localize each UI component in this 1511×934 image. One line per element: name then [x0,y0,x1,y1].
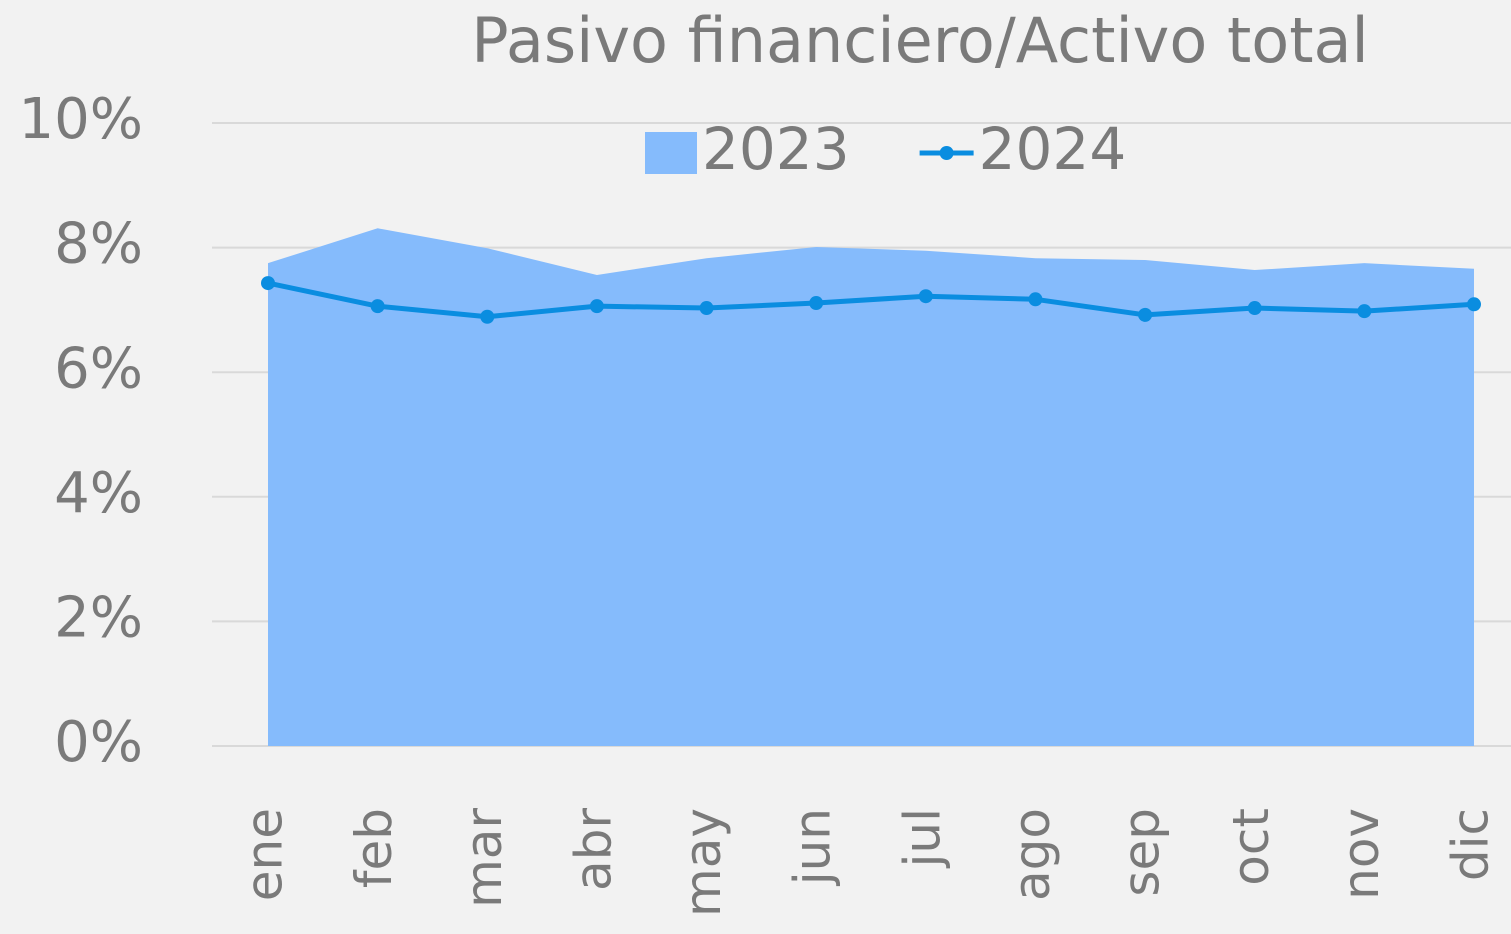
point [1138,307,1153,322]
x-tick-label: sep [1113,808,1171,897]
point [1467,297,1481,312]
point [480,309,495,324]
x-tick-label: feb [345,808,403,888]
chart-title: Pasivo financiero/Activo total [471,4,1369,77]
point [809,296,824,311]
y-tick-label: 6% [54,336,143,401]
point [589,299,604,314]
point [1028,292,1043,307]
x-tick-label: nov [1332,808,1390,900]
x-tick-label: abr [564,808,622,891]
legend-label: 2023 [702,115,850,183]
point [261,276,275,291]
x-tick-label: ago [1003,808,1061,901]
legend-label: 2024 [979,115,1127,183]
point [918,289,933,304]
line [267,280,1475,320]
area [268,228,1474,747]
x-tick-label: jul [893,808,951,868]
point [699,301,714,316]
point [1247,301,1262,316]
legend-marker [939,146,954,160]
y-tick-label: 0% [54,710,143,775]
y-tick-label: 10% [19,87,143,152]
y-tick-label: 8% [54,212,143,277]
x-tick-label: mar [455,808,513,908]
x-tick-label: jun [784,808,842,886]
y-tick-label: 2% [54,586,143,651]
x-tick-label: dic [1442,808,1500,881]
x-tick-label: may [674,808,732,917]
point [370,299,385,314]
point [1357,304,1372,319]
x-tick-label: oct [1222,808,1280,886]
x-tick-label: ene [236,808,294,901]
legend-swatch [645,132,697,174]
y-tick-label: 4% [54,461,143,526]
